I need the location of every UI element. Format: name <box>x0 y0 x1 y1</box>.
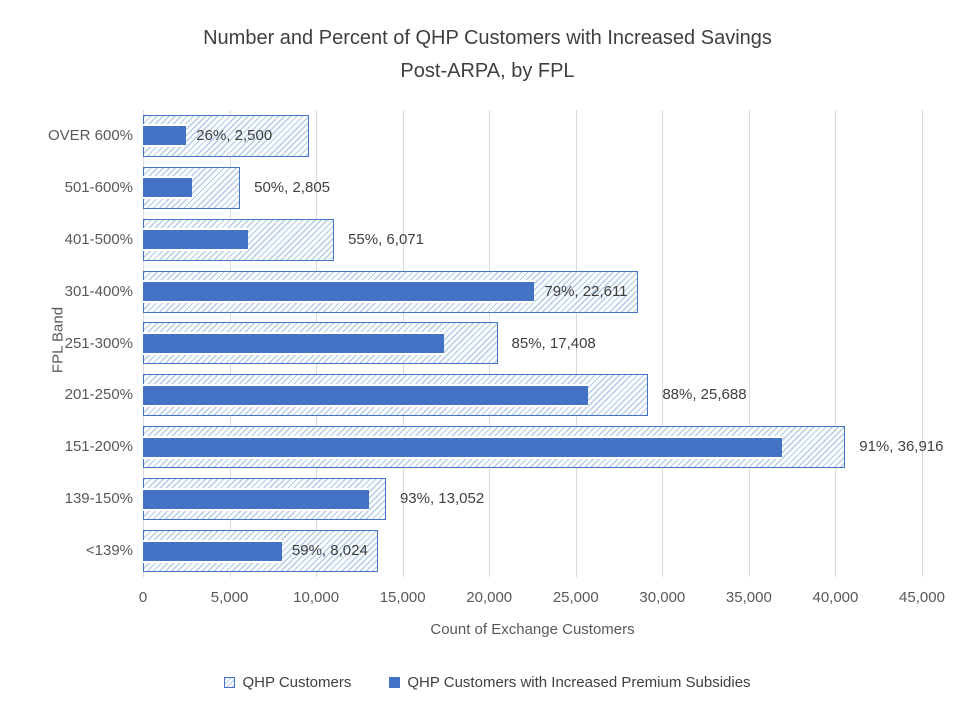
y-category-label: OVER 600% <box>47 127 133 144</box>
y-category-label: 501-600% <box>64 178 133 196</box>
bar-data-label: 26%, 2,500 <box>196 127 273 144</box>
legend-swatch-hatched <box>224 676 236 688</box>
bar-data-label: 85%, 17,408 <box>511 334 596 352</box>
y-axis-labels: OVER 600% 501-600% 401-500% 301-400% 251-300… <box>0 110 133 577</box>
x-tick-label: 30,000 <box>639 589 686 606</box>
bar-increased-subsidies <box>143 282 535 302</box>
legend-swatch-solid <box>389 676 401 688</box>
bar-increased-subsidies <box>143 489 369 509</box>
legend-label-subsidized-customers: QHP Customers with Increased Premium Sub… <box>407 673 751 691</box>
bar-increased-subsidies <box>143 333 445 353</box>
x-tick-label: 5,000 <box>210 589 249 606</box>
chart-row: 85%, 17,408 <box>143 318 922 370</box>
gridline <box>662 110 664 577</box>
gridline <box>922 110 923 577</box>
gridline <box>835 110 837 577</box>
x-tick-label: 25,000 <box>552 589 599 606</box>
bar-data-label: 88%, 25,688 <box>662 386 747 404</box>
gridline <box>748 110 750 577</box>
x-tick-label: 45,000 <box>899 589 945 606</box>
plot-area: 26%, 2,500 50%, 2,805 55%, 6,071 79%, 22… <box>143 110 944 577</box>
bar-increased-subsidies <box>143 126 187 146</box>
legend-item-subsidized-customers: QHP Customers with Increased Premium Sub… <box>389 673 751 691</box>
x-axis-title: Count of Exchange Customers <box>430 621 635 638</box>
x-tick-label: 20,000 <box>466 589 513 606</box>
bar-increased-subsidies <box>143 541 282 561</box>
chart-title-line2: Post-ARPA, by FPL <box>400 60 575 82</box>
chart-row: 50%, 2,805 <box>143 162 922 214</box>
bar-increased-subsidies <box>143 178 192 198</box>
chart-row: 26%, 2,500 <box>143 110 922 162</box>
chart-row: 93%, 13,052 <box>143 473 922 525</box>
chart-row: 91%, 36,916 <box>143 421 944 473</box>
bar-data-label: 79%, 22,611 <box>544 282 628 300</box>
gridline <box>575 110 577 577</box>
legend-item-qhp-customers: QHP Customers <box>224 674 351 691</box>
x-tick-label: 0 <box>138 589 148 606</box>
x-tick-label: 35,000 <box>725 589 772 606</box>
chart-row: 55%, 6,071 <box>143 214 922 266</box>
x-axis-tick-labels: 0 5,000 10,000 15,000 20,000 25,000 30,000 35,0… <box>139 589 945 607</box>
y-category-label: 139-150% <box>64 490 133 508</box>
chart-legend: QHP Customers QHP Customers with Increas… <box>0 668 975 696</box>
x-tick-label: 40,000 <box>812 589 859 606</box>
y-category-label: 401-500% <box>64 230 133 248</box>
bar-data-label: 91%, 36,916 <box>859 438 944 456</box>
y-category-label: <139% <box>85 542 133 560</box>
chart-title: Number and Percent of QHP Customers with… <box>0 22 975 88</box>
bar-data-label: 50%, 2,805 <box>254 178 331 196</box>
y-category-label: 151-200% <box>64 438 133 456</box>
x-tick-label: 15,000 <box>379 589 426 606</box>
chart-row: 88%, 25,688 <box>143 369 922 421</box>
y-category-label: 251-300% <box>64 334 133 352</box>
chart-row: 59%, 8,024 <box>143 525 922 577</box>
bar-data-label: 93%, 13,052 <box>399 490 485 508</box>
x-tick-label: 10,000 <box>293 589 340 606</box>
bar-increased-subsidies <box>143 437 783 457</box>
bar-data-label: 59%, 8,024 <box>291 542 368 560</box>
y-category-label: 201-250% <box>64 386 133 404</box>
bar-increased-subsidies <box>143 385 588 405</box>
bar-data-label: 55%, 6,071 <box>348 230 424 248</box>
bar-increased-subsidies <box>143 230 249 250</box>
chart-row: 79%, 22,611 <box>143 266 922 318</box>
chart-title-line1: Number and Percent of QHP Customers with… <box>203 27 772 49</box>
legend-label-qhp-customers: QHP Customers <box>242 673 352 691</box>
y-category-label: 301-400% <box>64 282 133 300</box>
